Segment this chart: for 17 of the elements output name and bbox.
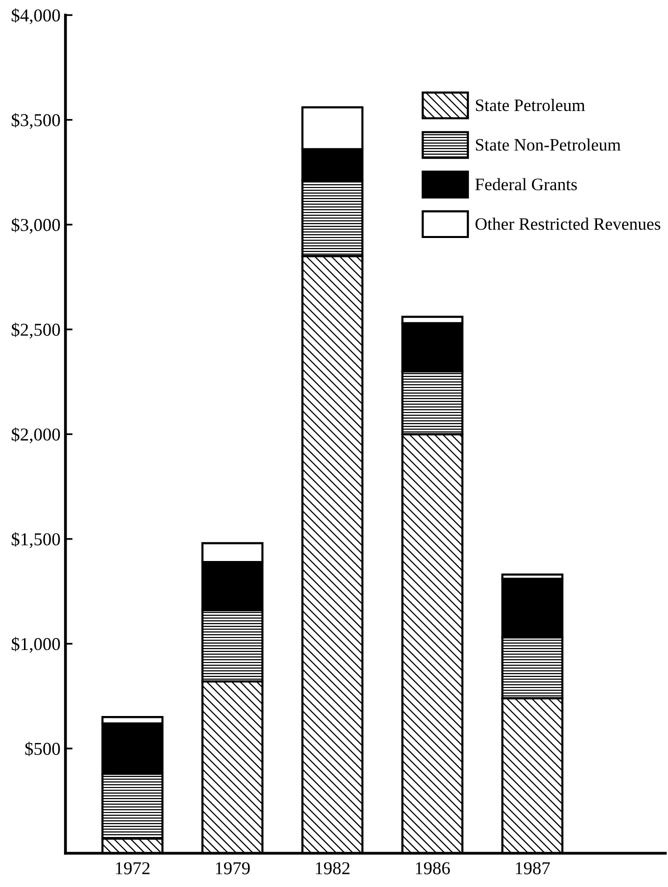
y-tick-label: $3,000 (12, 218, 60, 234)
legend-label: Other Restricted Revenues (476, 218, 660, 230)
y-tick-label: $3,500 (12, 113, 60, 129)
legend-label: State Non-Petroleum (476, 138, 621, 151)
legend-label: State Petroleum (476, 98, 585, 112)
x-tick-label: 1979 (216, 862, 250, 874)
y-tick-label: $1,500 (12, 532, 60, 548)
x-tick-label: 1987 (516, 862, 550, 874)
x-tick-label: 1982 (316, 862, 350, 874)
y-tick-label: $2,500 (12, 322, 60, 338)
y-tick-label: $2,000 (12, 427, 60, 444)
legend-label: Federal Grants (475, 178, 577, 190)
y-tick-label: $500 (25, 742, 60, 756)
y-tick-label: $4,000 (12, 8, 60, 24)
x-tick-label: 1986 (416, 862, 450, 874)
x-tick-label: 1972 (116, 862, 150, 874)
y-tick-label: $1,000 (12, 636, 60, 653)
